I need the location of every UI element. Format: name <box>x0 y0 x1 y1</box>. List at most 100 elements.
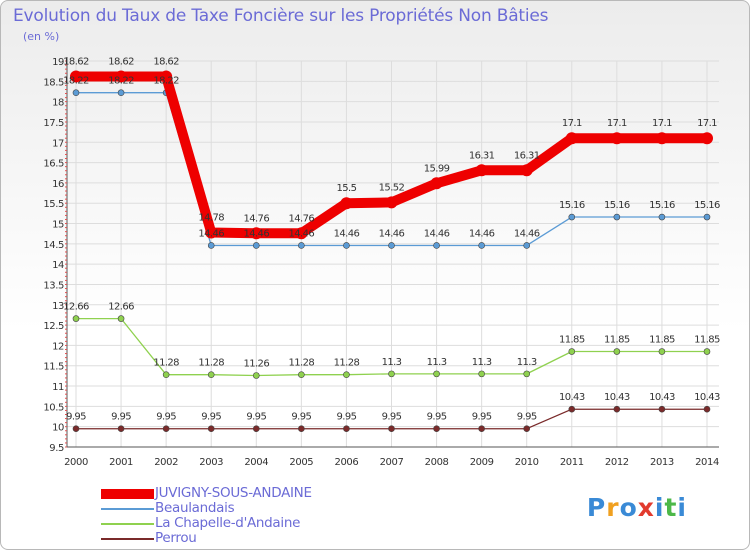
data-label: 18.62 <box>153 56 179 67</box>
legend-swatch <box>101 507 154 510</box>
data-label: 9.95 <box>427 412 447 423</box>
data-point <box>388 370 395 378</box>
data-point <box>568 213 576 221</box>
data-label: 9.95 <box>291 412 311 423</box>
axes: 9.51010.51111.51212.51313.51414.51515.51… <box>43 57 719 468</box>
data-label: 18.22 <box>108 76 134 87</box>
data-label: 11.28 <box>334 358 360 369</box>
chart-title: Evolution du Taux de Taxe Foncière sur l… <box>13 6 549 26</box>
x-tick-label: 2006 <box>334 457 358 468</box>
data-point <box>252 242 260 249</box>
y-tick-label: 18 <box>52 98 64 109</box>
data-point <box>117 89 125 96</box>
x-tick-label: 2011 <box>560 457 584 468</box>
data-point <box>568 348 576 355</box>
data-labels: 18.62 18.62 18.62 14.78 14.76 14.76 15.5 15.52 1… <box>63 56 720 422</box>
data-point <box>703 213 711 221</box>
y-tick-label: 15 <box>52 220 64 231</box>
data-point <box>520 164 533 177</box>
data-label: 11.3 <box>427 357 447 368</box>
data-label: 15.5 <box>336 183 356 194</box>
x-tick-label: 2008 <box>425 457 449 468</box>
data-point <box>162 425 170 433</box>
data-label: 14.46 <box>334 228 360 239</box>
proxiti-logo: Proxiti <box>587 493 687 522</box>
data-label: 10.43 <box>604 392 630 403</box>
logo-letter: r <box>606 493 620 522</box>
data-label: 14.76 <box>289 213 315 224</box>
data-point <box>433 370 440 378</box>
data-label: 14.46 <box>243 228 269 239</box>
data-point <box>610 132 623 145</box>
data-point <box>70 70 82 83</box>
data-point <box>250 227 263 240</box>
data-point <box>117 425 125 433</box>
data-point <box>478 242 485 249</box>
data-point <box>523 242 531 249</box>
data-label: 17.1 <box>562 118 582 129</box>
data-point <box>523 370 531 378</box>
data-label: 18.22 <box>63 76 89 87</box>
data-label: 10.43 <box>694 392 720 403</box>
data-point <box>523 425 531 433</box>
data-point <box>72 89 80 96</box>
legend-label: Perrou <box>155 530 197 546</box>
x-tick-label: 2009 <box>470 457 494 468</box>
unit-label: (en %) <box>23 30 60 43</box>
data-point <box>388 425 395 433</box>
data-point <box>565 132 578 145</box>
x-tick-label: 2013 <box>650 457 674 468</box>
data-label: 11.26 <box>243 358 269 369</box>
data-label: 12.66 <box>63 302 89 313</box>
y-tick-label: 15.5 <box>43 199 64 210</box>
data-point <box>115 70 128 83</box>
data-point <box>295 227 308 240</box>
legend-swatch <box>101 522 154 525</box>
data-label: 15.16 <box>694 200 720 211</box>
data-label: 11.28 <box>289 358 315 369</box>
data-point <box>207 242 215 249</box>
data-point <box>568 405 576 413</box>
y-tick-label: 13 <box>52 301 64 312</box>
data-label: 18.62 <box>63 56 89 67</box>
logo-letter: x <box>637 493 655 522</box>
data-label: 18.22 <box>153 76 179 87</box>
x-tick-label: 2001 <box>109 457 133 468</box>
x-tick-label: 2004 <box>244 457 268 468</box>
data-point <box>388 242 395 249</box>
data-point <box>613 213 621 221</box>
data-label: 9.95 <box>66 412 86 423</box>
data-label: 11.85 <box>604 335 630 346</box>
data-label: 14.46 <box>469 228 495 239</box>
y-tick-label: 16 <box>52 179 64 190</box>
series-group <box>70 70 713 433</box>
y-tick-label: 16.5 <box>43 159 64 170</box>
x-tick-label: 2000 <box>64 457 88 468</box>
data-label: 9.95 <box>246 412 266 423</box>
data-label: 11.85 <box>694 335 720 346</box>
logo-letter: t <box>664 493 678 522</box>
data-point <box>207 371 215 378</box>
y-tick-label: 12.5 <box>43 321 64 332</box>
data-label: 15.16 <box>559 200 585 211</box>
data-point <box>658 348 666 355</box>
y-tick-label: 17.5 <box>43 118 64 129</box>
data-label: 14.46 <box>198 228 224 239</box>
data-label: 15.99 <box>424 163 450 174</box>
y-tick-label: 18.5 <box>43 77 64 88</box>
data-label: 17.1 <box>652 118 672 129</box>
data-label: 15.16 <box>649 200 675 211</box>
legend-label: JUVIGNY-SOUS-ANDAINE <box>155 485 312 501</box>
data-label: 12.66 <box>108 302 134 313</box>
data-point <box>117 315 125 322</box>
x-tick-label: 2007 <box>380 457 404 468</box>
data-point <box>207 425 215 433</box>
y-tick-label: 13.5 <box>43 280 64 291</box>
data-point <box>252 425 260 433</box>
data-label: 11.3 <box>472 357 492 368</box>
data-label: 9.95 <box>382 412 402 423</box>
data-point <box>298 425 305 433</box>
y-tick-label: 11 <box>52 382 64 393</box>
data-point <box>343 425 350 433</box>
